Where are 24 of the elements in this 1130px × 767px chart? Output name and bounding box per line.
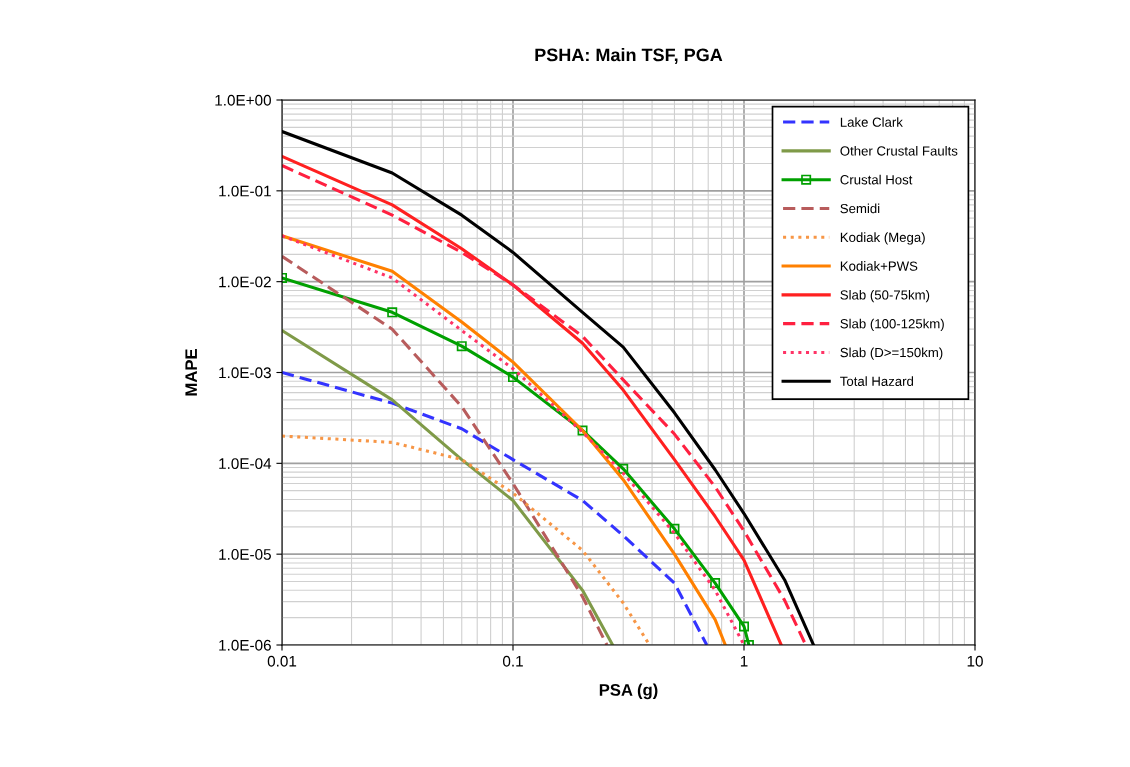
legend-label: Slab (D>=150km)	[840, 347, 943, 360]
x-tick-label: 0.1	[502, 655, 523, 667]
x-tick-label: 1	[740, 655, 748, 667]
legend-label: Kodiak (Mega)	[840, 232, 925, 245]
legend-label: Total Hazard	[840, 376, 914, 386]
x-tick-label: 10	[967, 655, 983, 667]
x-tick-label: 0.01	[267, 655, 297, 667]
legend-label: Other Crustal Faults	[840, 145, 958, 156]
y-tick-label: 1.0E-01	[219, 185, 271, 197]
legend-label: Lake Clark	[840, 117, 903, 127]
chart-title: PSHA: Main TSF, PGA	[535, 48, 723, 64]
y-tick-label: 1.0E+00	[215, 94, 271, 106]
legend-label: Slab (50-75km)	[840, 289, 930, 303]
y-tick-label: 1.0E-04	[219, 458, 272, 470]
legend-label: Crustal Host	[840, 174, 913, 185]
legend-label: Slab (100-125km)	[840, 318, 944, 331]
y-tick-label: 1.0E-05	[219, 549, 271, 560]
y-axis-title: MAPE	[185, 349, 197, 396]
y-tick-label: 1.0E-06	[219, 639, 271, 651]
x-axis-title: PSA (g)	[599, 683, 658, 700]
y-tick-label: 1.0E-02	[219, 276, 271, 288]
legend-label: Semidi	[840, 203, 880, 214]
y-tick-label: 1.0E-03	[219, 367, 271, 379]
legend-label: Kodiak+PWS	[840, 261, 918, 271]
